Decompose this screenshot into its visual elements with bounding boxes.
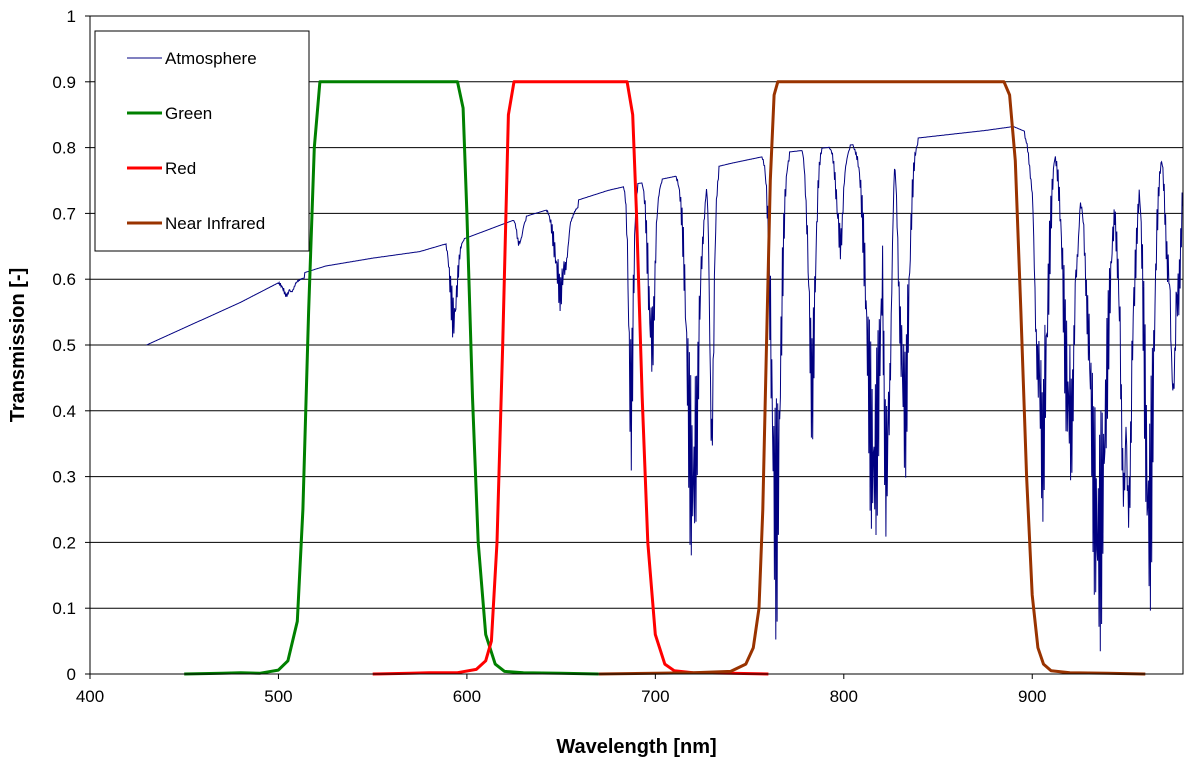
series-near-infrared-line [598, 80, 1146, 676]
y-tick-label: 0.2 [52, 533, 76, 552]
legend-box [94, 30, 310, 252]
x-tick-label: 800 [830, 687, 858, 706]
y-axis-ticks: 0 0.1 0.2 0.3 0.4 0.5 0.6 0.7 0.8 0.9 1 [52, 7, 90, 684]
legend-label: Red [165, 159, 196, 178]
series-atmosphere-line [146, 126, 1184, 652]
x-tick-label: 400 [76, 687, 104, 706]
x-tick-label: 900 [1018, 687, 1046, 706]
y-axis-title: Transmission [-] [7, 268, 29, 422]
x-tick-label: 700 [641, 687, 669, 706]
legend-label: Green [165, 104, 212, 123]
y-tick-label: 0.9 [52, 73, 76, 92]
y-tick-label: 0.8 [52, 139, 76, 158]
y-tick-label: 0.1 [52, 599, 76, 618]
x-axis-ticks: 400 500 600 700 800 900 [76, 674, 1046, 706]
y-tick-label: 0.6 [52, 270, 76, 289]
legend-label: Near Infrared [165, 214, 265, 233]
series-green-line [184, 80, 599, 676]
y-tick-label: 0.5 [52, 336, 76, 355]
series-red-line [372, 80, 769, 676]
y-tick-label: 0.4 [52, 402, 76, 421]
y-tick-label: 0 [67, 665, 76, 684]
y-tick-label: 0.3 [52, 468, 76, 487]
y-tick-label: 0.7 [52, 204, 76, 223]
plot-series [146, 80, 1184, 676]
y-tick-label: 1 [67, 7, 76, 26]
legend-label: Atmosphere [165, 49, 257, 68]
x-tick-label: 600 [453, 687, 481, 706]
legend: Atmosphere Green Red Near Infrared [94, 30, 310, 252]
x-tick-label: 500 [264, 687, 292, 706]
x-axis-title: Wavelength [nm] [556, 736, 716, 758]
